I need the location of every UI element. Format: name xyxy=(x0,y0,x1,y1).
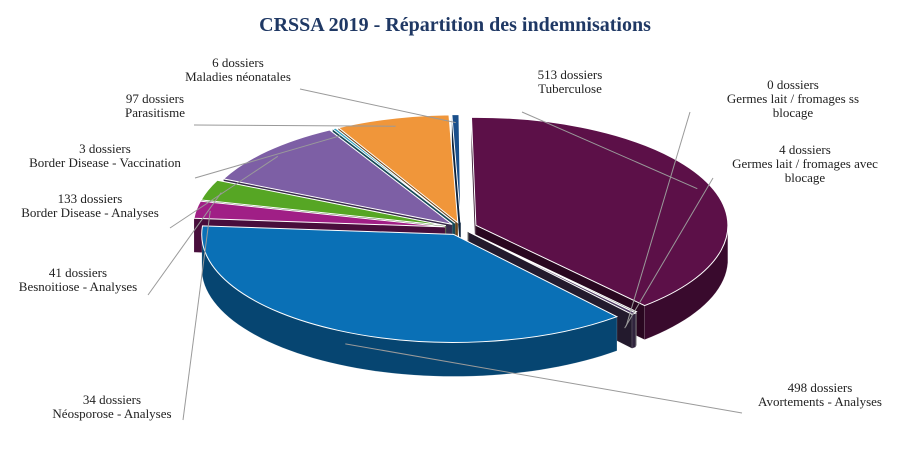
slice-name-label: blocage xyxy=(785,170,826,185)
slice-label-5: 41 dossiers Besnoitiose - Analyses xyxy=(19,265,137,294)
slice-name-label: Parasitisme xyxy=(125,105,185,120)
slice-rim-2-0 xyxy=(631,312,636,349)
slice-count-label: 6 dossiers xyxy=(212,55,264,70)
slice-label-3: 498 dossiers Avortements - Analyses xyxy=(758,380,882,409)
slice-count-label: 133 dossiers xyxy=(58,191,123,206)
slice-name-label: Néosporose - Analyses xyxy=(52,406,171,421)
slice-name-label: Besnoitiose - Analyses xyxy=(19,279,137,294)
leader-line-7 xyxy=(194,135,342,179)
slice-name-label: Germes lait / fromages avec xyxy=(732,156,878,171)
leader-line-4 xyxy=(182,210,211,421)
slice-count-label: 41 dossiers xyxy=(49,265,107,280)
leader-line-0 xyxy=(521,111,698,190)
leader-line-9 xyxy=(299,88,456,124)
pie-slice-2 xyxy=(468,231,637,315)
leader-line-1 xyxy=(625,111,691,327)
slice-label-9: 6 dossiers Maladies néonatales xyxy=(185,55,291,84)
slice-count-label: 0 dossiers xyxy=(767,77,819,92)
slice-name-label: Border Disease - Analyses xyxy=(21,205,159,220)
slice-label-2: 4 dossiers Germes lait / fromages avec blo… xyxy=(732,142,878,185)
slice-label-8: 97 dossiers Parasitisme xyxy=(125,91,185,120)
slice-name-label: Border Disease - Vaccination xyxy=(29,155,181,170)
pie-slice-8 xyxy=(337,114,459,224)
pie-slice-3 xyxy=(201,225,619,343)
slice-name-label: Maladies néonatales xyxy=(185,69,291,84)
slice-label-4: 34 dossiers Néosporose - Analyses xyxy=(52,392,171,421)
leader-line-2 xyxy=(624,177,714,329)
slice-count-label: 513 dossiers xyxy=(538,67,603,82)
slice-label-0: 513 dossiers Tuberculose xyxy=(538,67,603,96)
pie-slice-0 xyxy=(470,116,729,307)
slice-label-7: 3 dossiers Border Disease - Vaccination xyxy=(29,141,181,170)
leader-line-5 xyxy=(147,192,222,296)
pie-slice-5 xyxy=(200,179,446,227)
slice-label-6: 133 dossiers Border Disease - Analyses xyxy=(21,191,159,220)
chart-title: CRSSA 2019 - Répartition des indemnisati… xyxy=(259,14,651,36)
slice-name-label: Tuberculose xyxy=(538,81,602,96)
slice-labels: 513 dossiers Tuberculose 0 dossiers Germes … xyxy=(19,55,882,421)
pie-slice-7 xyxy=(331,127,456,224)
leader-line-8 xyxy=(193,124,396,127)
pie-slice-4 xyxy=(193,200,446,228)
pie-slice-9 xyxy=(451,114,462,223)
slice-count-label: 97 dossiers xyxy=(126,91,184,106)
slice-name-label: blocage xyxy=(773,105,814,120)
slice-label-1: 0 dossiers Germes lait / fromages ss bloca… xyxy=(727,77,859,120)
slice-count-label: 4 dossiers xyxy=(779,142,831,157)
leader-line-3 xyxy=(345,343,743,414)
slice-name-label: Avortements - Analyses xyxy=(758,394,882,409)
leader-lines xyxy=(147,88,743,421)
slice-count-label: 3 dossiers xyxy=(79,141,131,156)
leader-line-6 xyxy=(169,155,279,229)
slice-count-label: 34 dossiers xyxy=(83,392,141,407)
slice-name-label: Germes lait / fromages ss xyxy=(727,91,859,106)
slice-count-label: 498 dossiers xyxy=(788,380,853,395)
